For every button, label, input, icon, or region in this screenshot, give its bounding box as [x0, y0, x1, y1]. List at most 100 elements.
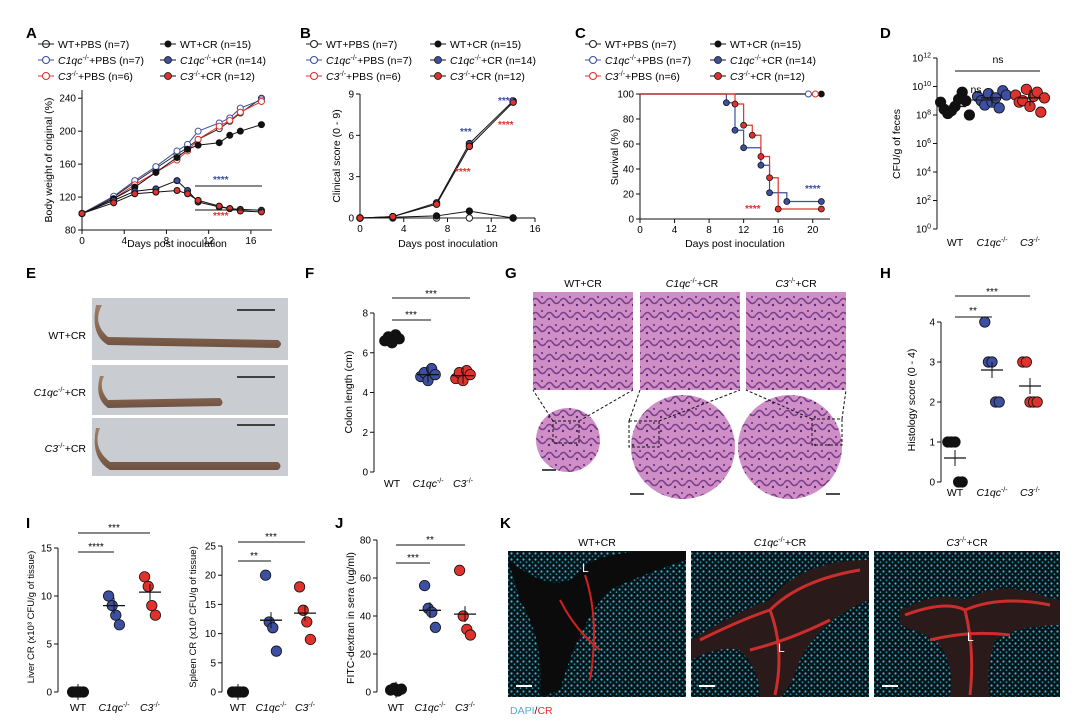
- legend-b-marker-wt-cr: [434, 40, 442, 48]
- data-point: [731, 100, 739, 108]
- dot: [149, 609, 161, 621]
- y-tick-label: 10: [41, 592, 53, 603]
- panel-i-spleen-xtick-wt: WT: [230, 702, 247, 714]
- dot: [142, 580, 154, 593]
- y-tick-label: 8: [362, 309, 368, 320]
- legend-b-marker-c1qc-cr: [434, 56, 442, 64]
- pbs-endpoint: [804, 90, 812, 98]
- he-link-c3-1: [745, 389, 813, 420]
- x-tick-label: 0: [637, 225, 643, 236]
- panel-d-xtick-c1qc: C1qc-/-: [976, 237, 1008, 249]
- panel-b-legend: WT+PBS (n=7) C1qc-/-+PBS (n=7) C3-/-+PBS…: [306, 39, 536, 83]
- data-point: [152, 188, 160, 196]
- legend-marker-c1qc-pbs: [41, 55, 51, 65]
- panel-f: F 0 2 4 6 8 *** *** Colon length (cm) WT C1q…: [305, 265, 476, 490]
- y-tick-label: 100: [916, 224, 931, 236]
- legend-c1qc-cr: C1qc-/-+CR (n=14): [180, 55, 266, 67]
- panel-a-ylabel: Body weight of original (%): [43, 98, 55, 223]
- dot: [464, 629, 476, 641]
- data-point: [722, 99, 730, 107]
- panel-i-liver-ticks: 0 5 10 15: [41, 544, 58, 699]
- panel-f-label: F: [305, 265, 314, 282]
- dot: [110, 609, 122, 621]
- panel-d-label: D: [880, 25, 891, 42]
- y-tick-label: 0: [628, 215, 634, 226]
- panel-g-title-c1qc: C1qc-/-+CR: [666, 278, 719, 290]
- panel-i-spleen-ylabel: Spleen CR (x10³ CFU/g of tissue): [188, 546, 199, 688]
- y-tick-label: 5: [46, 640, 52, 651]
- data-point: [194, 196, 202, 204]
- y-tick-label: 4: [362, 388, 368, 399]
- y-tick-label: 0: [348, 214, 354, 225]
- data-point: [131, 190, 139, 198]
- panel-i-spleen-xtick-c3: C3-/-: [295, 702, 316, 714]
- panel-a: A WT+PBS (n=7) C1qc-/-+PBS (n=7) C3-/-+P…: [26, 25, 272, 250]
- y-tick-label: 4: [929, 318, 935, 329]
- legend-c-marker-wt-pbs: [588, 39, 598, 49]
- panel-g: G WT+CR C1qc-/-+CR C3-/-+CR: [505, 265, 847, 499]
- panel-f-xtick-c3: C3-/-: [453, 478, 474, 490]
- colon-c3: [94, 428, 281, 470]
- y-tick-label: 3: [348, 172, 354, 183]
- dot: [113, 619, 126, 631]
- he-link-c1qc-2: [658, 389, 741, 422]
- panel-d-xtick-c3: C3-/-: [1020, 237, 1041, 249]
- panel-c-label: C: [575, 25, 586, 42]
- panel-j-ticks: 0 20 40 60 80: [360, 536, 377, 699]
- dot: [963, 109, 976, 121]
- y-tick-label: 3: [929, 358, 935, 369]
- if-lumen-c3: [900, 588, 1060, 697]
- data-point: [257, 98, 265, 106]
- data-point: [766, 189, 773, 197]
- panel-j-ylabel: FITC-dextran in sera (ug/ml): [345, 552, 357, 684]
- legend-b-wt-cr: WT+CR (n=15): [450, 39, 521, 51]
- y-tick-label: 160: [59, 160, 76, 171]
- data-point: [236, 207, 244, 215]
- data-point: [173, 177, 181, 185]
- legend-b-c1qc-pbs: C1qc-/-+PBS (n=7): [326, 55, 412, 67]
- dot: [270, 645, 282, 657]
- panel-b-sig-2: ****: [455, 167, 471, 178]
- dot: [993, 102, 1005, 114]
- panel-b: B WT+PBS (n=7) C1qc-/-+PBS (n=7) C3-/-+P…: [300, 25, 541, 250]
- y-tick-label: 5: [210, 658, 216, 669]
- panel-c-xlabel: Days post inoculation: [685, 238, 785, 250]
- data-point: [78, 210, 86, 218]
- panel-e-row-c3: C3-/-+CR: [45, 443, 87, 455]
- photo-bg-wt: [92, 298, 288, 360]
- legend-b-marker-c1qc-pbs: [309, 55, 319, 65]
- panel-i-spleen-plot: [227, 569, 316, 700]
- y-tick-label: 80: [65, 226, 77, 237]
- legend-c-c1qc-cr: C1qc-/-+CR (n=14): [730, 55, 816, 67]
- series-line: [81, 124, 262, 214]
- dot: [146, 599, 158, 612]
- data-point: [817, 205, 825, 213]
- he-roi-c1qc: [628, 420, 660, 448]
- x-tick-label: 12: [486, 224, 498, 235]
- data-point: [173, 147, 181, 155]
- y-tick-label: 20: [360, 650, 372, 661]
- data-point: [757, 161, 765, 169]
- panel-i-liver-plot: [67, 571, 161, 700]
- pbs-endpoint: [811, 90, 819, 98]
- panel-b-label: B: [300, 25, 311, 42]
- panel-k: K WT+CR C1qc-/-+CR C3-/-+CR L L L DAPI/C…: [500, 515, 1060, 717]
- dot: [304, 633, 316, 646]
- legend-c-marker-c1qc-pbs: [588, 55, 598, 65]
- panel-d-ylabel: CFU/g of feces: [891, 109, 903, 179]
- dot: [301, 616, 313, 628]
- panel-b-plot: [356, 97, 517, 222]
- panel-i-liver-xtick-wt: WT: [70, 702, 87, 714]
- colon-photo-c1qc: [92, 365, 288, 415]
- legend-b-wt-pbs: WT+PBS (n=7): [326, 39, 397, 51]
- panel-b-ticks: 0 4 8 12 16 0 3 6 9: [348, 90, 541, 236]
- panel-k-title-wt: WT+CR: [578, 537, 616, 549]
- legend-marker-c3-pbs: [41, 71, 51, 81]
- he-roi-c3: [811, 418, 843, 446]
- panel-j-sig-1: ***: [407, 553, 419, 564]
- panel-j-xtick-c1qc: C1qc-/-: [414, 702, 446, 714]
- he-link-wt-2: [578, 389, 634, 422]
- panel-i-liver-xtick-c1qc: C1qc-/-: [98, 702, 130, 714]
- legend-wt-pbs: WT+PBS (n=7): [58, 39, 129, 51]
- x-tick-label: 12: [203, 236, 215, 247]
